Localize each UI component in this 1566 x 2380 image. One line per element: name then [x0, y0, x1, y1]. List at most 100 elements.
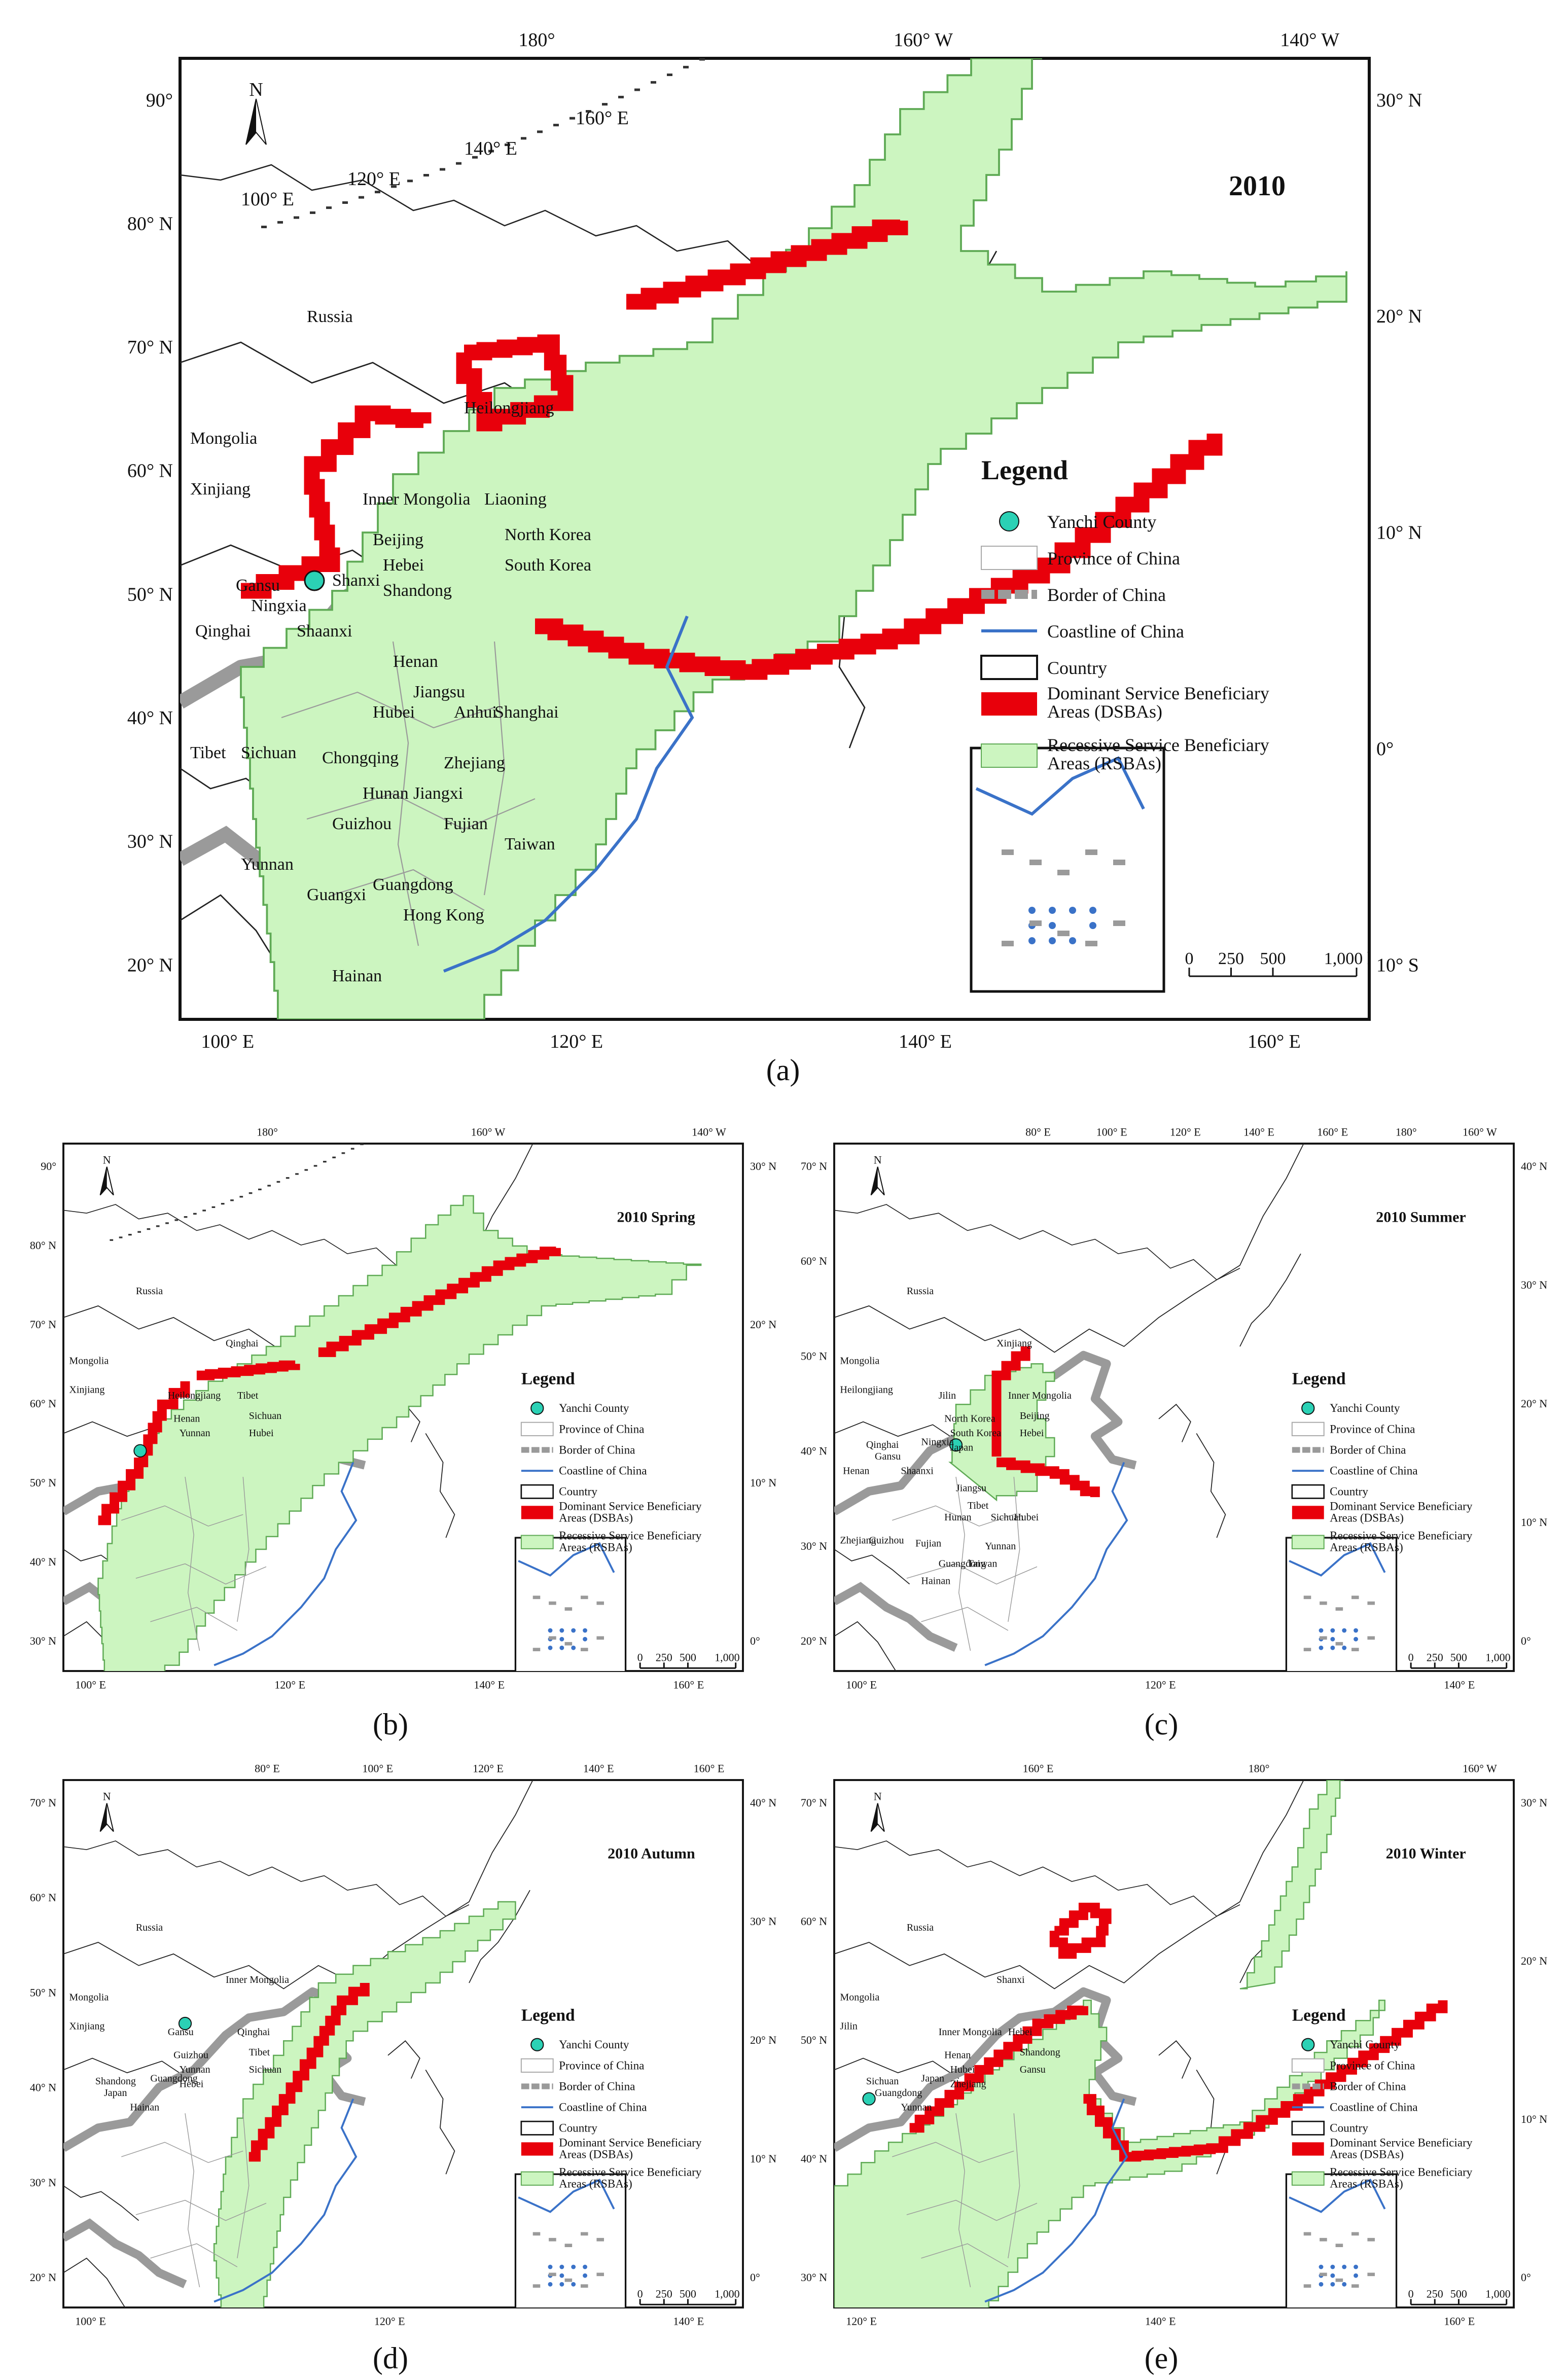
map-frame	[833, 1143, 1515, 1672]
inset-island	[548, 2264, 553, 2269]
province-boundary	[150, 1607, 238, 1631]
place-label: Beijing	[1020, 1410, 1050, 1422]
province-boundary	[955, 2113, 971, 2288]
right-latitude-label: 40° N	[750, 1796, 776, 1809]
place-label: Heilongjiang	[840, 1384, 893, 1395]
graticule-tick	[156, 1225, 160, 1227]
left-latitude-label: 80° N	[30, 1239, 56, 1252]
province-boundary	[906, 1563, 1038, 1585]
left-latitude-label: 50° N	[127, 584, 173, 605]
scale-label: 500	[1450, 2288, 1467, 2300]
right-latitude-label: 20° N	[1521, 1955, 1547, 1967]
inset-border-dash	[1057, 931, 1070, 936]
legend-dsba-symbol	[521, 1506, 553, 1519]
map-legend: Legend Yanchi County Province of China Bord…	[980, 455, 1269, 773]
dsba-region	[248, 1983, 370, 2162]
place-label: Guangdong	[150, 2073, 197, 2084]
graticule-tick	[602, 103, 608, 106]
inset-border-dash	[581, 1648, 588, 1651]
map-legend: Legend Yanchi County Province of China Bord…	[520, 1369, 702, 1554]
place-label: Inner Mongolia	[939, 2027, 1002, 2038]
inset-border-dash	[1320, 1636, 1327, 1640]
legend-label: Areas (RSBAs)	[1330, 2178, 1403, 2191]
inset-border-dash	[549, 2272, 556, 2277]
place-label: Zhejiang	[950, 2079, 986, 2090]
graticule-tick	[667, 74, 672, 76]
dsba-region	[991, 1346, 1030, 1457]
place-label: Ningxia	[921, 1436, 954, 1447]
bottom-longitude-label: 140° E	[1145, 2315, 1176, 2328]
legend-label: Province of China	[559, 2059, 644, 2072]
right-latitude-label: 0°	[1521, 1635, 1531, 1647]
country-boundary	[1158, 2040, 1191, 2079]
north-label: N	[249, 79, 263, 100]
legend-label: Areas (RSBAs)	[559, 2178, 632, 2191]
scale-label: 1,000 km	[1485, 2288, 1527, 2300]
yanchi-county-marker	[949, 1438, 963, 1452]
country-boundary	[63, 2257, 126, 2307]
place-label: Henan	[173, 1413, 200, 1425]
map-panel-d: N 2010 Autumn Russia Mongolia Xinjiang Gansu I…	[30, 1762, 776, 2328]
graticule-tick	[407, 180, 413, 183]
province-boundary	[121, 2142, 243, 2163]
place-label: Taiwan	[505, 835, 555, 854]
legend-title: Legend	[1292, 1369, 1346, 1388]
inset-border-dash	[1029, 920, 1042, 926]
legend-rsba-symbol	[981, 743, 1038, 768]
top-longitude-label: 140° E	[1243, 1126, 1274, 1139]
inset-border-dash	[1113, 920, 1125, 926]
place-label: Fujian	[915, 1538, 941, 1549]
right-latitude-label: 40° N	[1521, 1160, 1547, 1173]
inset-border-dash	[1335, 2278, 1343, 2282]
place-label: Jilin	[840, 2020, 857, 2032]
bottom-longitude-label: 100° E	[75, 2315, 106, 2328]
bottom-longitude-label: 120° E	[846, 2315, 877, 2328]
country-boundary	[63, 2057, 189, 2079]
place-label: Heilongjiang	[168, 1390, 221, 1401]
inset-coastline	[1289, 2179, 1386, 2213]
left-latitude-label: 70° N	[30, 1318, 56, 1331]
legend-label: Coastline of China	[1330, 1465, 1417, 1478]
place-label: Henan	[944, 2050, 971, 2061]
inset-border-dash	[596, 2237, 604, 2242]
place-label: Qinghai	[195, 622, 251, 641]
inset-border-dash	[1303, 1595, 1311, 1600]
top-longitude-label: 160° E	[1317, 1126, 1348, 1139]
graticule-tick	[295, 1173, 299, 1175]
inset-island	[559, 1645, 564, 1650]
top-longitude-label: 160° W	[471, 1126, 506, 1139]
inset-border-dash	[1085, 941, 1097, 946]
legend-dsba-symbol	[1292, 1506, 1324, 1519]
legend-label: Areas (RSBAs)	[1047, 753, 1161, 773]
legend-label: Country	[1330, 1485, 1368, 1499]
place-label: Mongolia	[840, 1355, 879, 1366]
place-label: Russia	[907, 1922, 934, 1933]
province-boundary	[135, 1563, 267, 1585]
legend-rsba-symbol	[520, 2171, 554, 2186]
place-label: Guangdong	[939, 1558, 986, 1569]
place-label: Gansu	[168, 2027, 194, 2038]
left-latitude-label: 70° N	[801, 1796, 827, 1809]
map-legend: Legend Yanchi County Province of China Bord…	[520, 2006, 702, 2191]
graticule-tick	[342, 201, 348, 204]
left-latitude-label: 40° N	[30, 1555, 56, 1568]
graticule-tick	[570, 117, 575, 120]
legend-title: Legend	[981, 455, 1068, 485]
graticule-tick	[294, 216, 299, 219]
place-label: Hubei	[373, 703, 415, 722]
inset-border-dash	[1029, 860, 1042, 865]
dsba-region	[535, 434, 1223, 680]
map-panel-a: N 2010 Russia Mongolia Xinjiang Inner Mongoli…	[127, 29, 1422, 1052]
panel-title: 2010	[1229, 170, 1286, 202]
legend-label: Border of China	[1047, 585, 1166, 605]
place-label: Qinghai	[237, 2027, 270, 2038]
inset-border-dash	[581, 2232, 588, 2236]
legend-label: Border of China	[1330, 1443, 1406, 1457]
inset-coastline	[1289, 1542, 1386, 1577]
scale-label: 1,000 km	[1485, 1651, 1527, 1664]
inset-coastline	[518, 1542, 615, 1577]
graticule-tick	[221, 1202, 225, 1205]
province-boundary	[121, 1505, 243, 1527]
inset-island	[1354, 1637, 1359, 1642]
legend-rsba-symbol	[1291, 1535, 1325, 1549]
